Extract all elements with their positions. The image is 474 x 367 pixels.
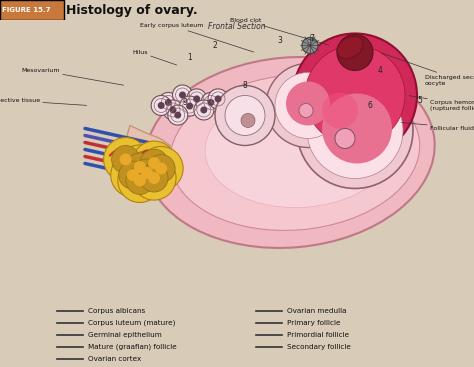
- Circle shape: [305, 46, 405, 145]
- Circle shape: [126, 153, 154, 181]
- Circle shape: [132, 156, 176, 200]
- Circle shape: [104, 138, 147, 181]
- Text: Primary follicle: Primary follicle: [287, 320, 340, 326]
- Circle shape: [155, 163, 167, 174]
- Text: FIGURE 15.7: FIGURE 15.7: [2, 7, 51, 13]
- Circle shape: [148, 157, 160, 169]
- FancyBboxPatch shape: [0, 0, 64, 20]
- Circle shape: [139, 146, 183, 190]
- Text: Ovarian medulla: Ovarian medulla: [287, 308, 346, 314]
- Circle shape: [111, 145, 140, 174]
- Circle shape: [335, 128, 355, 149]
- Circle shape: [111, 153, 155, 197]
- Text: 9: 9: [182, 98, 187, 107]
- Text: Mesovarium: Mesovarium: [21, 68, 124, 85]
- Circle shape: [148, 172, 160, 184]
- Text: Corpus hemorrhagicum
(ruptured follicle): Corpus hemorrhagicum (ruptured follicle): [410, 96, 474, 111]
- Circle shape: [140, 149, 168, 177]
- Circle shape: [168, 105, 188, 125]
- Circle shape: [119, 153, 132, 166]
- Circle shape: [163, 100, 183, 120]
- Circle shape: [133, 159, 161, 187]
- Circle shape: [134, 174, 146, 186]
- Text: Corpus luteum (mature): Corpus luteum (mature): [88, 320, 175, 327]
- Circle shape: [208, 89, 228, 109]
- Circle shape: [194, 100, 214, 120]
- Circle shape: [201, 92, 221, 112]
- Text: 7: 7: [310, 34, 314, 43]
- Circle shape: [297, 72, 413, 189]
- Text: Primordial follicle: Primordial follicle: [287, 332, 349, 338]
- Circle shape: [208, 99, 214, 106]
- Circle shape: [180, 96, 200, 116]
- Circle shape: [134, 161, 146, 173]
- Text: 2: 2: [213, 41, 218, 50]
- Circle shape: [215, 95, 221, 102]
- Text: Hilus: Hilus: [133, 50, 177, 65]
- Circle shape: [118, 161, 147, 189]
- Circle shape: [337, 34, 373, 70]
- Text: 8: 8: [243, 81, 247, 90]
- Text: Discharged secondary
oocyte: Discharged secondary oocyte: [381, 53, 474, 86]
- Circle shape: [186, 102, 193, 110]
- Text: 4: 4: [378, 66, 383, 75]
- Circle shape: [126, 167, 154, 195]
- Text: Blood clot: Blood clot: [230, 18, 328, 45]
- Circle shape: [173, 85, 192, 105]
- Text: Follicular fluid in antrum: Follicular fluid in antrum: [401, 123, 474, 131]
- Text: Histology of ovary.: Histology of ovary.: [66, 4, 198, 17]
- Text: Connective tissue: Connective tissue: [0, 98, 87, 105]
- Circle shape: [170, 106, 176, 113]
- Circle shape: [241, 113, 255, 127]
- Circle shape: [193, 95, 200, 102]
- Circle shape: [158, 92, 178, 112]
- Circle shape: [275, 72, 341, 138]
- Ellipse shape: [337, 36, 363, 59]
- Text: Mature (graafian) follicle: Mature (graafian) follicle: [88, 344, 176, 350]
- Circle shape: [179, 91, 186, 98]
- Text: 5: 5: [418, 96, 422, 105]
- Circle shape: [225, 95, 265, 135]
- Ellipse shape: [205, 87, 395, 208]
- Text: Germinal epithelium: Germinal epithelium: [88, 332, 162, 338]
- Text: Frontal Section: Frontal Section: [208, 22, 266, 31]
- Circle shape: [299, 103, 313, 117]
- Circle shape: [127, 169, 139, 181]
- Circle shape: [118, 145, 162, 189]
- Circle shape: [140, 164, 168, 192]
- Circle shape: [266, 63, 350, 148]
- Text: Corpus albicans: Corpus albicans: [88, 308, 145, 314]
- Circle shape: [307, 83, 403, 178]
- Text: Secondary follicle: Secondary follicle: [287, 344, 351, 350]
- Circle shape: [215, 86, 275, 145]
- Circle shape: [147, 155, 175, 182]
- Circle shape: [286, 81, 330, 126]
- Circle shape: [132, 141, 176, 185]
- Circle shape: [141, 167, 153, 179]
- Circle shape: [158, 102, 164, 109]
- Circle shape: [322, 94, 392, 163]
- Circle shape: [151, 95, 171, 116]
- Circle shape: [322, 92, 358, 128]
- Text: Early corpus luteum: Early corpus luteum: [140, 23, 254, 52]
- Text: 1: 1: [188, 53, 192, 62]
- Circle shape: [165, 99, 172, 106]
- Text: Ovarian cortex: Ovarian cortex: [88, 356, 141, 362]
- Text: 6: 6: [367, 101, 373, 110]
- Ellipse shape: [170, 75, 419, 230]
- Ellipse shape: [146, 57, 435, 248]
- Circle shape: [125, 151, 169, 195]
- Circle shape: [293, 33, 417, 157]
- Circle shape: [201, 106, 207, 113]
- Circle shape: [187, 89, 207, 109]
- Text: 3: 3: [278, 36, 283, 45]
- Polygon shape: [125, 126, 170, 166]
- Circle shape: [174, 112, 181, 119]
- Circle shape: [302, 37, 318, 54]
- Circle shape: [118, 159, 162, 203]
